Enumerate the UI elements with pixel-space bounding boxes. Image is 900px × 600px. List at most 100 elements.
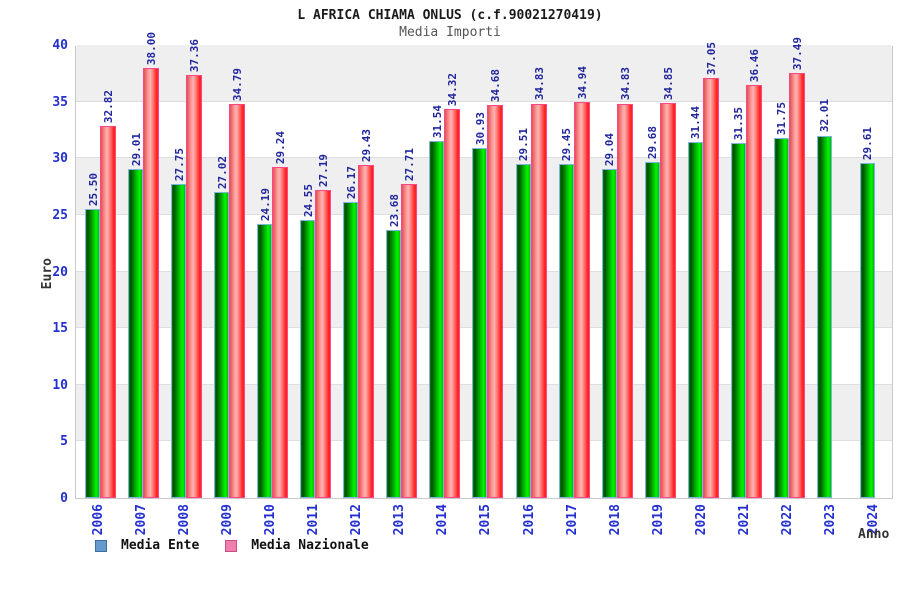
bar-media-ente-2017 <box>558 164 574 498</box>
x-tick-label: 2013 <box>392 504 408 536</box>
value-label: 24.19 <box>258 187 272 222</box>
value-label: 37.49 <box>790 37 804 71</box>
x-tick-label: 2019 <box>650 504 666 536</box>
y-tick-label: 15 <box>52 321 68 337</box>
bar-media-nazionale-2022 <box>788 73 805 498</box>
y-tick-label: 20 <box>52 264 68 280</box>
x-tick-label: 2020 <box>693 504 709 536</box>
value-label: 25.50 <box>86 173 100 207</box>
value-label: 24.55 <box>301 183 315 217</box>
value-label: 27.71 <box>403 148 417 182</box>
value-label: 29.45 <box>560 128 574 162</box>
value-label: 26.17 <box>344 165 358 199</box>
x-axis-title: Anno <box>858 527 890 542</box>
chart-title: L AFRICA CHIAMA ONLUS (c.f.90021270419) <box>297 8 603 23</box>
bar-media-ente-2021 <box>730 142 746 498</box>
y-tick-label: 10 <box>52 377 68 393</box>
chart-subtitle: Media Importi <box>399 25 501 40</box>
x-tick-label: 2014 <box>435 504 451 536</box>
value-label: 27.75 <box>172 147 186 181</box>
x-tick-label: 2017 <box>564 504 580 536</box>
bar-media-nazionale-2011 <box>315 190 332 498</box>
bar-media-ente-2020 <box>687 141 703 498</box>
bar-media-nazionale-2013 <box>401 184 418 498</box>
bar-media-nazionale-2020 <box>702 78 719 498</box>
bar-media-ente-2009 <box>214 192 230 498</box>
x-tick-label: 2008 <box>177 504 193 536</box>
bar-media-nazionale-2018 <box>616 103 633 498</box>
bar-media-ente-2013 <box>386 229 402 498</box>
y-tick-label: 35 <box>52 94 68 110</box>
bar-media-ente-2024 <box>859 162 875 498</box>
bar-media-nazionale-2019 <box>659 103 676 498</box>
legend-label: Media Ente <box>121 538 200 553</box>
value-label: 34.83 <box>532 67 546 101</box>
bar-media-nazionale-2006 <box>100 126 116 498</box>
value-label: 29.68 <box>646 125 660 159</box>
value-label: 37.36 <box>188 38 202 72</box>
bar-media-nazionale-2007 <box>143 67 160 498</box>
value-label: 31.44 <box>689 105 703 139</box>
x-tick-label: 2022 <box>779 504 795 536</box>
x-tick-label: 2023 <box>822 504 838 536</box>
bar-media-nazionale-2008 <box>186 74 203 498</box>
bar-media-ente-2007 <box>128 169 144 498</box>
bar-media-ente-2023 <box>816 135 832 498</box>
bar-media-nazionale-2015 <box>487 105 504 498</box>
bar-media-nazionale-2017 <box>573 102 590 498</box>
y-tick-label: 5 <box>60 434 68 450</box>
value-label: 34.32 <box>446 73 460 107</box>
value-label: 29.43 <box>360 128 374 162</box>
bar-media-ente-2016 <box>515 163 531 498</box>
x-tick-label: 2007 <box>134 504 150 536</box>
media-nazionale-swatch-icon <box>225 539 238 552</box>
value-label: 29.51 <box>517 127 531 161</box>
value-label: 37.05 <box>704 42 718 76</box>
bar-media-ente-2006 <box>85 209 100 498</box>
bar-media-nazionale-2012 <box>358 164 375 498</box>
value-label: 27.19 <box>317 153 331 188</box>
x-tick-label: 2009 <box>220 504 236 536</box>
value-label: 32.82 <box>102 90 115 124</box>
value-label: 29.01 <box>129 133 143 167</box>
x-tick-label: 2010 <box>263 504 279 536</box>
plot-area: 25.50 32.82 29.01 38.00 27.75 37.36 27.02 34.79… <box>75 32 893 499</box>
bar-media-ente-2008 <box>171 183 187 498</box>
value-label: 29.04 <box>603 133 617 167</box>
bar-media-ente-2010 <box>257 224 273 498</box>
x-tick-label: 2018 <box>607 504 623 536</box>
y-tick-label: 0 <box>60 491 68 506</box>
value-label: 31.54 <box>430 104 444 138</box>
gridline <box>76 100 892 102</box>
y-tick-label: 25 <box>52 207 68 223</box>
bar-media-nazionale-2021 <box>745 85 762 498</box>
bar-media-ente-2022 <box>773 138 789 498</box>
value-label: 38.00 <box>145 31 159 65</box>
value-label: 30.93 <box>473 111 487 145</box>
legend: Media Ente Media Nazionale <box>95 538 369 553</box>
x-tick-label: 2015 <box>478 504 494 536</box>
value-label: 34.94 <box>575 66 589 100</box>
bar-media-ente-2015 <box>472 147 488 498</box>
x-tick-label: 2006 <box>91 504 106 536</box>
bar-media-ente-2014 <box>429 140 445 498</box>
y-tick-label: 40 <box>52 38 68 53</box>
bar-media-nazionale-2010 <box>272 166 289 498</box>
media-ente-swatch-icon <box>95 539 107 552</box>
y-tick-label: 30 <box>52 151 68 167</box>
bar-media-nazionale-2009 <box>229 104 246 498</box>
legend-label: Media Nazionale <box>251 538 369 553</box>
x-tick-label: 2021 <box>736 504 752 536</box>
bar-media-ente-2018 <box>601 169 617 498</box>
value-label: 31.35 <box>732 106 746 140</box>
value-label: 34.85 <box>661 67 675 101</box>
bar-media-nazionale-2014 <box>444 109 461 498</box>
bar-media-ente-2019 <box>644 161 660 498</box>
value-label: 34.68 <box>489 69 503 103</box>
x-tick-label: 2012 <box>349 504 365 536</box>
value-label: 32.01 <box>818 99 832 133</box>
legend-item-media-nazionale: Media Nazionale <box>225 538 369 553</box>
value-label: 23.68 <box>387 193 401 227</box>
value-label: 31.75 <box>775 102 789 136</box>
